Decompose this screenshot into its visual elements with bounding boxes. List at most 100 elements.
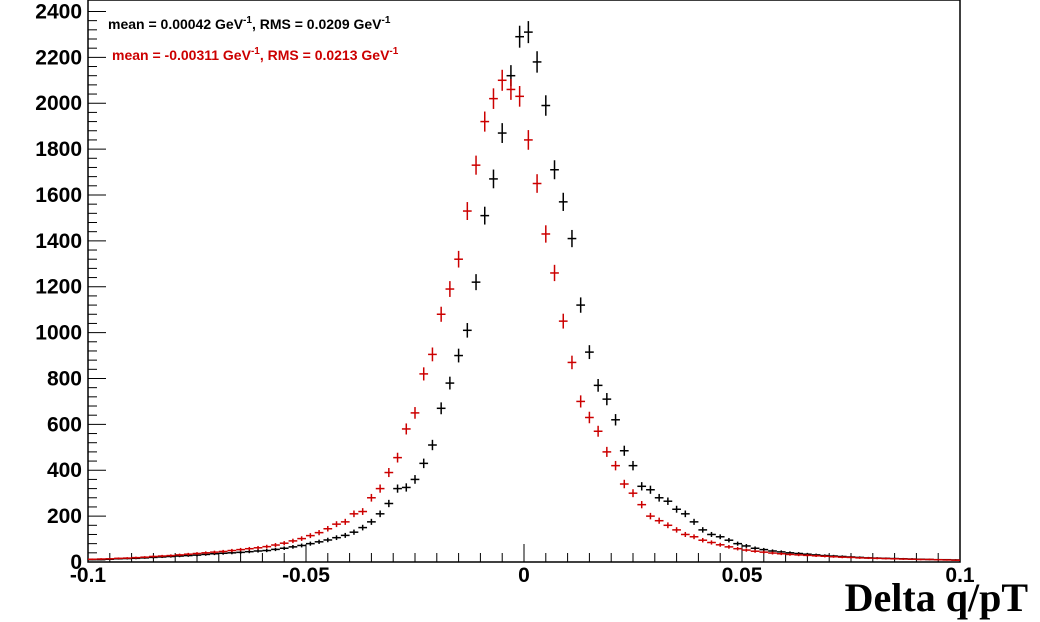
data-point <box>236 550 245 554</box>
x-tick-label: -0.1 <box>70 564 107 587</box>
data-point <box>201 551 211 555</box>
data-point <box>785 553 795 556</box>
data-point <box>515 25 524 48</box>
data-point <box>890 557 899 560</box>
plot-frame <box>87 0 961 563</box>
data-point <box>454 250 463 268</box>
data-point <box>332 521 341 528</box>
data-point <box>855 556 865 559</box>
data-point <box>707 531 716 537</box>
data-point <box>454 348 463 363</box>
data-point <box>323 537 333 543</box>
data-point <box>96 558 106 560</box>
y-tick-label: 1400 <box>35 230 82 253</box>
data-point <box>462 323 472 338</box>
data-point <box>759 550 769 554</box>
data-point <box>393 484 402 493</box>
data-point <box>506 79 516 100</box>
data-point <box>436 402 446 415</box>
data-point <box>803 554 812 557</box>
data-point <box>907 558 917 561</box>
data-point <box>942 559 952 561</box>
data-point <box>593 379 603 392</box>
data-point <box>489 169 498 189</box>
data-point <box>663 497 673 505</box>
data-point <box>367 493 376 502</box>
data-point <box>410 475 420 484</box>
data-point <box>576 395 586 408</box>
data-point <box>358 508 368 515</box>
data-point <box>672 527 681 533</box>
data-point <box>244 550 254 554</box>
data-point <box>445 281 455 297</box>
data-point <box>933 558 943 561</box>
data-point <box>218 549 228 554</box>
data-point <box>698 537 708 543</box>
data-point <box>340 518 350 525</box>
data-point <box>532 51 542 73</box>
x-tick-label: 0 <box>518 564 530 587</box>
data-point <box>166 554 176 557</box>
data-point <box>149 555 158 558</box>
series-layer <box>88 21 960 561</box>
data-point <box>689 534 699 540</box>
data-point <box>279 541 289 546</box>
data-point <box>628 460 638 471</box>
data-point <box>332 535 341 541</box>
data-point <box>750 549 760 553</box>
data-point <box>436 306 446 322</box>
data-point <box>698 527 708 533</box>
y-tick-label: 1200 <box>35 276 82 299</box>
data-point <box>541 225 551 243</box>
data-point <box>462 202 472 221</box>
data-point <box>323 525 333 532</box>
data-point <box>306 533 315 539</box>
data-point <box>776 552 786 556</box>
data-point <box>750 546 760 551</box>
data-point <box>558 192 568 211</box>
data-point <box>837 556 847 559</box>
data-point <box>576 297 586 313</box>
data-point <box>707 540 716 545</box>
data-point <box>515 86 524 107</box>
data-point <box>654 517 664 524</box>
data-point <box>471 274 481 291</box>
data-point <box>471 155 481 175</box>
data-point <box>271 547 280 552</box>
series-0 <box>88 21 960 561</box>
data-point <box>349 510 359 518</box>
y-tick-label: 2400 <box>35 0 82 23</box>
data-point <box>628 489 638 498</box>
data-point <box>262 548 272 553</box>
data-point <box>742 548 751 552</box>
data-point <box>611 460 620 471</box>
data-point <box>715 542 725 547</box>
data-point <box>428 347 437 362</box>
data-point <box>393 452 402 463</box>
data-point <box>567 355 577 370</box>
data-point <box>122 557 132 560</box>
data-point <box>262 544 272 549</box>
data-point <box>524 130 533 150</box>
y-tick-label: 400 <box>47 459 82 482</box>
data-point <box>532 174 542 193</box>
data-point <box>558 313 568 329</box>
data-point <box>175 553 184 557</box>
stat-box-red: mean = -0.00311 GeV-1, RMS = 0.0213 GeV-… <box>112 46 399 63</box>
data-point <box>192 552 202 555</box>
series-1 <box>88 69 960 561</box>
data-point <box>288 538 298 544</box>
data-point <box>297 536 306 541</box>
data-point <box>646 485 655 494</box>
data-point <box>314 539 324 544</box>
data-point <box>489 88 498 109</box>
data-point <box>916 558 926 561</box>
data-point <box>585 411 594 424</box>
x-tick-label: -0.05 <box>282 564 330 587</box>
data-point <box>253 545 263 550</box>
stat-box-black: mean = 0.00042 GeV-1, RMS = 0.0209 GeV-1 <box>108 15 391 32</box>
x-axis: -0.1 -0.05 0 0.05 0.1 <box>70 544 975 587</box>
data-point <box>497 69 507 91</box>
data-point <box>340 532 350 538</box>
data-point <box>410 407 420 419</box>
